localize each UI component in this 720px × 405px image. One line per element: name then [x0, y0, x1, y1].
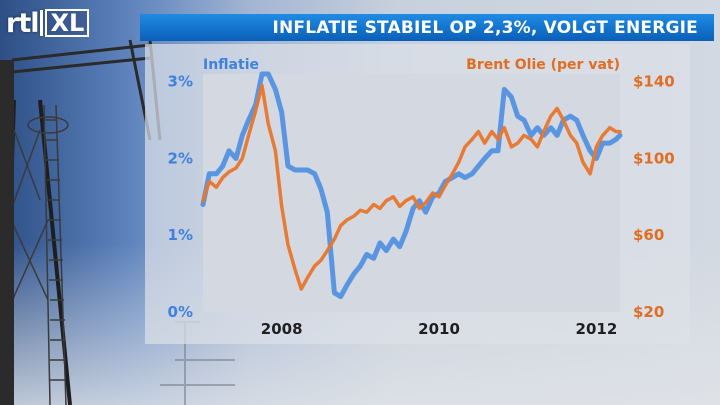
- plot-area: [203, 74, 620, 312]
- left-tick-label: 0%: [168, 303, 193, 321]
- title-bar: INFLATIE STABIEL OP 2,3%, VOLGT ENERGIE: [140, 14, 714, 41]
- oil-rig-icon: [0, 39, 235, 405]
- page-title: INFLATIE STABIEL OP 2,3%, VOLGT ENERGIE: [272, 17, 698, 38]
- series-line-brent-olie: [201, 83, 622, 291]
- x-tick-label: 2012: [576, 320, 618, 338]
- logo-text: rtl: [6, 7, 39, 39]
- right-tick-label: $60: [633, 226, 664, 244]
- x-tick-label: 2010: [418, 320, 460, 338]
- right-tick-label: $20: [633, 303, 664, 321]
- x-tick-label: 2008: [261, 320, 303, 338]
- left-tick-label: 2%: [168, 149, 193, 167]
- x-axis-ticks: 2008 2010 2012: [261, 320, 617, 338]
- logo-separator: [40, 10, 44, 36]
- chart-panel: Inflatie Brent Olie (per vat) 0% 1% 2% 3% $…: [145, 44, 690, 344]
- channel-logo: rtl XL: [6, 7, 90, 39]
- chart: Inflatie Brent Olie (per vat) 0% 1% 2% 3% $…: [168, 57, 675, 338]
- left-tick-label: 3%: [168, 73, 193, 91]
- logo-suffix: XL: [45, 9, 90, 37]
- left-axis-ticks: 0% 1% 2% 3%: [168, 73, 193, 321]
- left-axis-title: Inflatie: [203, 57, 259, 73]
- right-axis-title: Brent Olie (per vat): [466, 57, 620, 73]
- series-line-inflatie: [200, 71, 623, 300]
- right-tick-label: $140: [633, 73, 675, 91]
- right-axis-ticks: $20 $60 $100 $140: [633, 73, 675, 321]
- right-tick-label: $100: [633, 149, 675, 167]
- left-tick-label: 1%: [168, 226, 193, 244]
